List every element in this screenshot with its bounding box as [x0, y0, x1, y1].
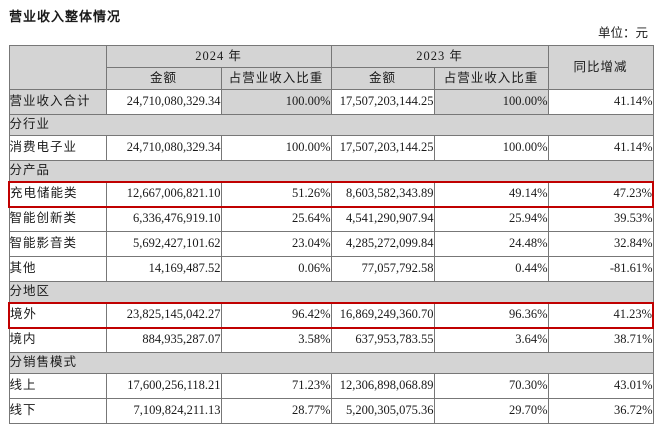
- header-year-2024: 2024 年: [105, 45, 332, 68]
- header-proportion-2023: 占营业收入比重: [433, 67, 549, 90]
- cell-amt2023: 77,057,792.58: [330, 256, 435, 282]
- cell-label: 充电储能类: [8, 180, 107, 208]
- cell-amt2024: 23,825,145,042.27: [105, 301, 222, 329]
- cell-label: 智能影音类: [8, 231, 107, 257]
- page-title: 营业收入整体情况: [9, 9, 122, 24]
- revenue-table: 2024 年 2023 年 同比增减 金额 占营业收入比重 金额 占营业收入比重…: [8, 45, 655, 424]
- cell-amt2024: 14,169,487.52: [105, 256, 222, 282]
- cell-amt2023: 4,541,290,907.94: [330, 206, 435, 232]
- cell-amt2024: 12,667,006,821.10: [105, 180, 222, 208]
- header-year-2023: 2023 年: [330, 45, 549, 68]
- cell-label: 线上: [8, 373, 107, 399]
- cell-label: 营业收入合计: [8, 89, 107, 115]
- data-row: 线下 7,109,824,211.13 28.77% 5,200,305,075.36…: [8, 398, 654, 424]
- cell-amt2023: 17,507,203,144.25: [330, 89, 435, 115]
- header-row-metrics: 金额 占营业收入比重 金额 占营业收入比重: [9, 67, 653, 90]
- cell-label: 线下: [8, 398, 107, 424]
- cell-amt2023: 4,285,272,099.84: [330, 231, 435, 257]
- cell-amt2024: 5,692,427,101.62: [105, 231, 222, 257]
- cell-amt2023: 12,306,898,068.89: [330, 373, 435, 399]
- data-row-highlighted: 境外 23,825,145,042.27 96.42% 16,869,249,360.…: [8, 301, 655, 329]
- cell-yoy: 47.23%: [547, 180, 655, 208]
- data-row: 消费电子业 24,710,080,329.34 100.00% 17,507,203,…: [8, 135, 654, 161]
- cell-yoy: 36.72%: [547, 398, 654, 424]
- cell-pct2023: 29.70%: [433, 398, 549, 424]
- unit-label: 单位：元: [597, 26, 648, 40]
- data-row: 智能创新类 6,336,476,919.10 25.64% 4,541,290,907…: [8, 206, 654, 232]
- cell-amt2023: 637,953,783.55: [330, 327, 435, 353]
- blank-corner-cell: [8, 45, 107, 90]
- cell-amt2024: 24,710,080,329.34: [105, 135, 222, 161]
- section-row: 分销售模式: [8, 352, 654, 374]
- cell-pct2024: 0.06%: [220, 256, 332, 282]
- cell-pct2023: 49.14%: [433, 180, 549, 208]
- cell-pct2023: 100.00%: [433, 135, 549, 161]
- cell-yoy: 41.14%: [547, 135, 654, 161]
- cell-amt2024: 24,710,080,329.34: [105, 89, 222, 115]
- cell-yoy: 32.84%: [547, 231, 654, 257]
- cell-label: 境外: [8, 301, 107, 329]
- header-row-years: 2024 年 2023 年 同比增减: [8, 45, 654, 90]
- cell-pct2023: 25.94%: [433, 206, 549, 232]
- data-row: 境内 884,935,287.07 3.58% 637,953,783.55 3.64%…: [8, 327, 654, 353]
- section-row: 分地区: [8, 281, 654, 303]
- section-row: 分行业: [8, 114, 654, 136]
- cell-yoy: 41.14%: [547, 89, 654, 115]
- section-label: 分销售模式: [8, 352, 654, 374]
- cell-label: 境内: [8, 327, 107, 353]
- cell-pct2023: 0.44%: [433, 256, 549, 282]
- cell-yoy: -81.61%: [547, 256, 654, 282]
- cell-pct2023: 70.30%: [433, 373, 549, 399]
- table-header: 2024 年 2023 年 同比增减 金额 占营业收入比重 金额 占营业收入比重: [8, 45, 654, 90]
- cell-pct2024: 25.64%: [220, 206, 332, 232]
- cell-yoy: 39.53%: [547, 206, 654, 232]
- cell-pct2024: 96.42%: [220, 301, 332, 329]
- data-row: 其他 14,169,487.52 0.06% 77,057,792.58 0.44% -8…: [8, 256, 654, 282]
- cell-amt2024: 7,109,824,211.13: [105, 398, 222, 424]
- cell-pct2023: 100.00%: [433, 89, 549, 115]
- cell-pct2024: 100.00%: [220, 135, 332, 161]
- cell-yoy: 38.71%: [547, 327, 654, 353]
- cell-yoy: 43.01%: [547, 373, 654, 399]
- cell-amt2023: 8,603,582,343.89: [330, 180, 435, 208]
- cell-amt2023: 16,869,249,360.70: [330, 301, 435, 329]
- section-label: 分产品: [8, 160, 654, 182]
- cell-yoy: 41.23%: [547, 301, 655, 329]
- cell-pct2024: 3.58%: [220, 327, 332, 353]
- cell-label: 消费电子业: [8, 135, 107, 161]
- cell-amt2024: 17,600,256,118.21: [105, 373, 222, 399]
- section-label: 分行业: [8, 114, 654, 136]
- cell-pct2024: 71.23%: [220, 373, 332, 399]
- data-row: 智能影音类 5,692,427,101.62 23.04% 4,285,272,099…: [8, 231, 654, 257]
- header-proportion-2024: 占营业收入比重: [220, 67, 332, 90]
- cell-pct2023: 3.64%: [433, 327, 549, 353]
- data-row: 营业收入合计 24,710,080,329.34 100.00% 17,507,203…: [8, 89, 654, 115]
- cell-pct2023: 96.36%: [433, 301, 549, 329]
- cell-amt2024: 6,336,476,919.10: [105, 206, 222, 232]
- header-amount-2023: 金额: [330, 67, 435, 90]
- cell-amt2024: 884,935,287.07: [105, 327, 222, 353]
- cell-pct2023: 24.48%: [433, 231, 549, 257]
- cell-label: 智能创新类: [8, 206, 107, 232]
- header-amount-2024: 金额: [105, 67, 222, 90]
- data-row: 线上 17,600,256,118.21 71.23% 12,306,898,068.…: [8, 373, 654, 399]
- section-row: 分产品: [8, 160, 654, 182]
- cell-amt2023: 17,507,203,144.25: [330, 135, 435, 161]
- cell-amt2023: 5,200,305,075.36: [330, 398, 435, 424]
- cell-pct2024: 28.77%: [220, 398, 332, 424]
- cell-pct2024: 51.26%: [220, 180, 332, 208]
- cell-pct2024: 100.00%: [220, 89, 332, 115]
- section-label: 分地区: [8, 281, 654, 303]
- table-body: 营业收入合计 24,710,080,329.34 100.00% 17,507,203…: [8, 89, 655, 424]
- cell-label: 其他: [8, 256, 107, 282]
- cell-pct2024: 23.04%: [220, 231, 332, 257]
- header-yoy: 同比增减: [547, 45, 654, 90]
- data-row-highlighted: 充电储能类 12,667,006,821.10 51.26% 8,603,582,34…: [8, 180, 655, 208]
